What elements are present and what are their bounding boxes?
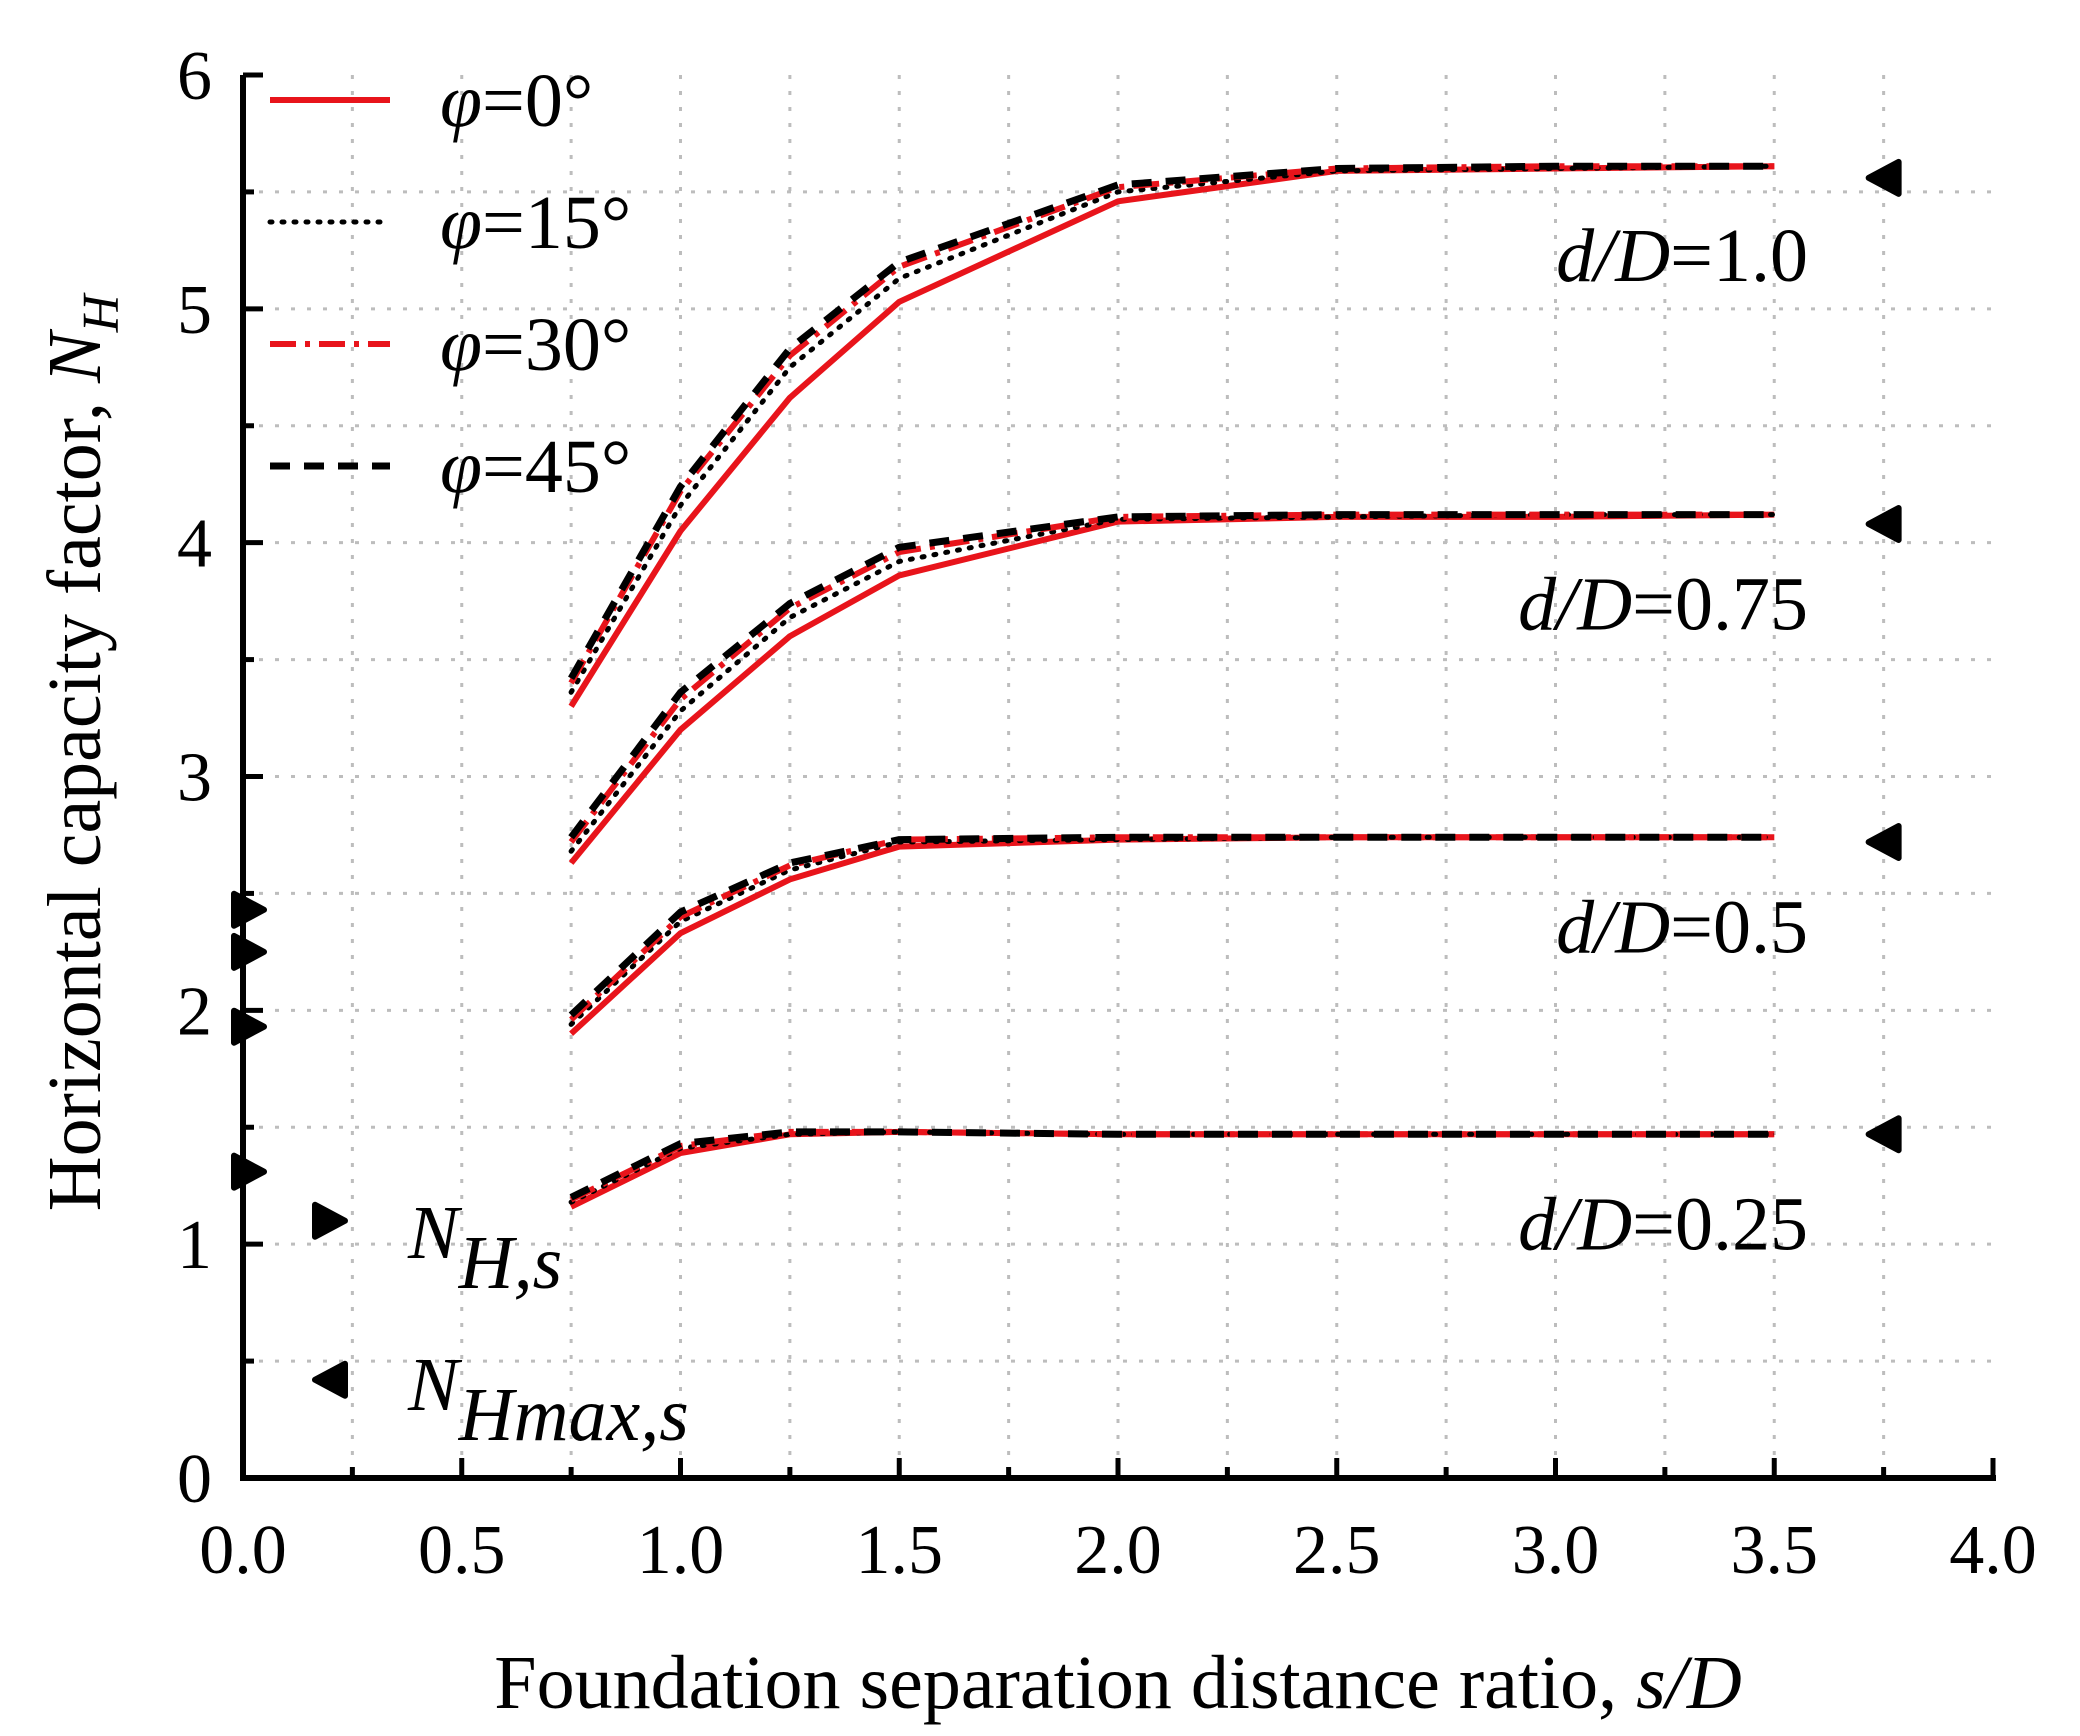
curve-group — [568, 1128, 1777, 1210]
marker-legend-symbol — [312, 1201, 348, 1240]
group-label: d/D=0.5 — [1556, 885, 1808, 969]
y-tick-label: 5 — [177, 272, 212, 349]
axes: 0.0 0.5 1.0 1.5 2.0 2.5 3.0 3.5 4.0 0 1 2 3 4 5 6 — [177, 38, 2037, 1589]
legend-label: φ=30° — [440, 303, 631, 387]
marker-legend: NH,s NHmax,s — [312, 1191, 689, 1457]
nhmax-marker — [1865, 1115, 1902, 1154]
marker-legend-symbol — [312, 1360, 348, 1399]
titles: Foundation separation distance ratio, s/… — [33, 292, 1742, 1725]
series-line — [568, 162, 1775, 681]
nhs-marker — [231, 1007, 267, 1046]
series-layer — [568, 162, 1777, 1210]
x-axis-title: Foundation separation distance ratio, s/… — [494, 1641, 1741, 1725]
series-line — [569, 1128, 1775, 1201]
nhs-marker — [231, 1152, 267, 1191]
x-tick-label: 0.5 — [418, 1512, 506, 1589]
marker-legend-label: NHmax,s — [407, 1343, 689, 1457]
series-line — [568, 833, 1775, 1018]
marker-legend-label: NH,s — [407, 1191, 562, 1305]
x-tick-label: 1.5 — [856, 1512, 944, 1589]
group-label: d/D=1.0 — [1556, 214, 1808, 298]
curve-group — [568, 162, 1777, 708]
legend: φ=0° φ=15° φ=30° φ=45° — [267, 59, 631, 509]
series-line — [568, 511, 1775, 840]
nhs-marker — [231, 932, 267, 971]
x-tick-label: 4.0 — [1949, 1512, 2037, 1589]
x-tick-label: 0.0 — [199, 1512, 287, 1589]
markers — [231, 158, 1902, 1191]
annotations: d/D=1.0 d/D=0.75 d/D=0.5 d/D=0.25 — [1518, 214, 1808, 1266]
x-tick-label: 3.0 — [1512, 1512, 1600, 1589]
nhmax-marker — [1865, 158, 1902, 197]
x-tick-label: 3.5 — [1731, 1512, 1819, 1589]
y-tick-label: 6 — [177, 38, 212, 115]
group-label: d/D=0.75 — [1518, 563, 1808, 647]
curve-group — [568, 833, 1777, 1036]
legend-label: φ=15° — [440, 181, 631, 265]
group-label: d/D=0.25 — [1518, 1182, 1808, 1266]
y-axis-title: Horizontal capacity factor, NH — [33, 292, 130, 1211]
nhmax-marker — [1865, 504, 1902, 543]
grid — [243, 75, 1993, 1478]
y-tick-label: 4 — [177, 506, 212, 583]
y-tick-label: 1 — [177, 1207, 212, 1284]
y-tick-label: 2 — [177, 973, 212, 1050]
curve-group — [568, 511, 1777, 865]
x-tick-label: 1.0 — [637, 1512, 725, 1589]
nhmax-marker — [1865, 822, 1902, 861]
nhs-marker — [231, 890, 267, 929]
legend-label: φ=45° — [440, 425, 631, 509]
x-tick-label: 2.5 — [1293, 1512, 1381, 1589]
y-tick-label: 3 — [177, 740, 212, 817]
legend-label: φ=0° — [440, 59, 593, 143]
series-line — [568, 163, 1777, 695]
x-tick-label: 2.0 — [1074, 1512, 1162, 1589]
y-tick-label: 0 — [177, 1441, 212, 1518]
